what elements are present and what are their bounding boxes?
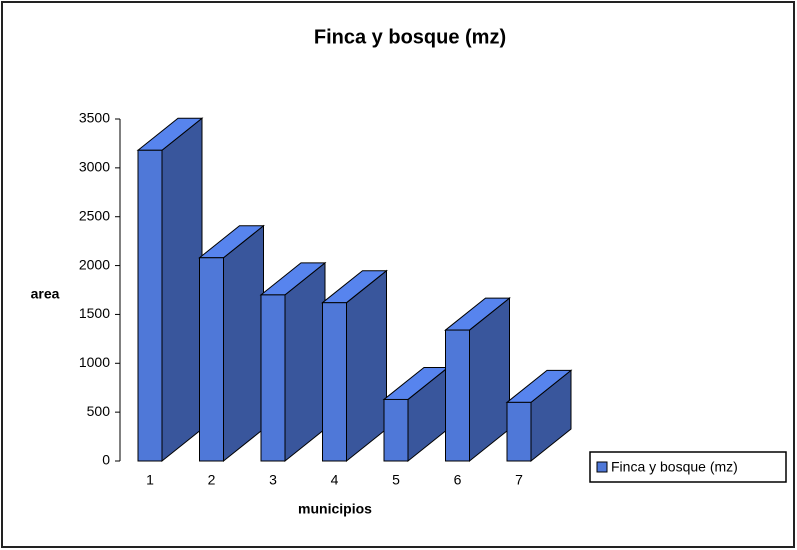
- y-tick-label: 2000: [79, 256, 110, 272]
- x-tick-label: 5: [392, 472, 400, 488]
- x-tick-label: 4: [331, 472, 339, 488]
- legend-box: [589, 451, 787, 483]
- bar-side: [346, 269, 387, 463]
- legend-label: Finca y bosque (mz): [611, 459, 738, 475]
- bar: [383, 398, 409, 462]
- y-tick-label: 1500: [79, 305, 110, 321]
- bar-side: [284, 261, 326, 463]
- x-tick-label: 2: [208, 472, 216, 488]
- y-tick-label: 2500: [79, 207, 110, 223]
- bar-side: [161, 117, 203, 463]
- bar-side: [223, 224, 264, 463]
- y-tick-label: 0: [102, 452, 110, 468]
- x-tick-label: 6: [454, 472, 462, 488]
- bar: [445, 329, 470, 462]
- y-tick-label: 3000: [79, 159, 110, 175]
- y-tick-label: 500: [87, 403, 111, 419]
- y-tick-label: 1000: [79, 354, 110, 370]
- chart-title: Finca y bosque (mz): [314, 26, 506, 48]
- x-axis-title: municipios: [298, 501, 372, 517]
- x-tick-label: 7: [515, 472, 523, 488]
- bar: [260, 294, 286, 462]
- y-axis-title: area: [31, 286, 60, 302]
- x-tick-label: 1: [146, 472, 154, 488]
- bar: [322, 302, 347, 462]
- legend-swatch: [596, 461, 608, 473]
- bar: [506, 401, 532, 462]
- y-tick-label: 3500: [79, 110, 110, 126]
- bar: [137, 149, 163, 462]
- x-tick-label: 3: [269, 472, 277, 488]
- bar: [199, 257, 224, 462]
